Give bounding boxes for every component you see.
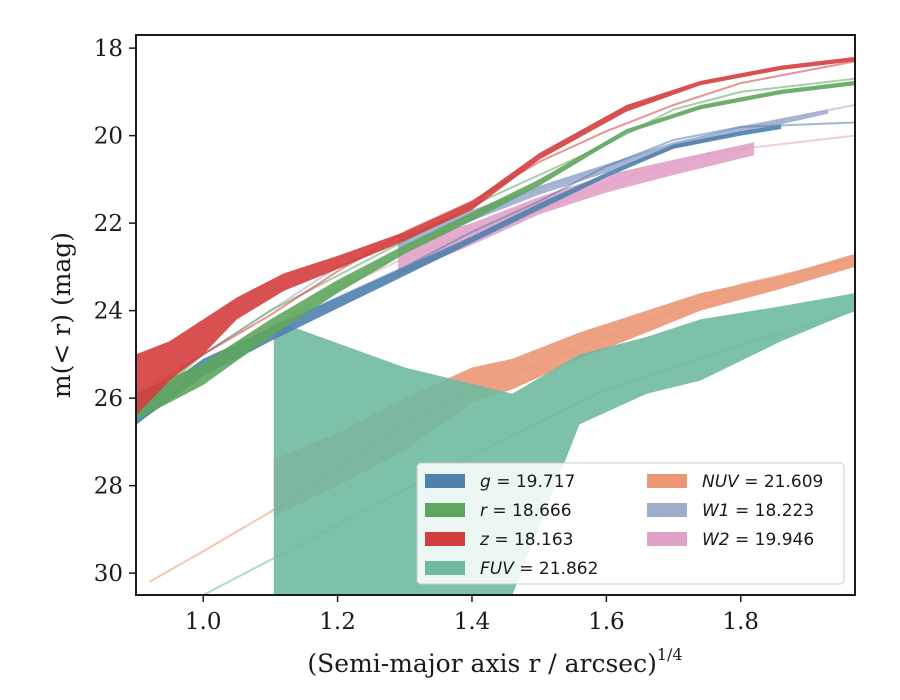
legend-label-g: g = 19.717	[480, 472, 575, 492]
axes: 1.0 1.2 1.4 1.6 1.8 18 20 22 24 26 28 30	[94, 36, 759, 635]
legend-swatch-r	[425, 503, 465, 517]
band-nuv	[273, 253, 855, 517]
y-tick-label: 24	[94, 299, 123, 325]
x-axis-title: (Semi-major axis r / arcsec)1/4	[307, 645, 682, 678]
legend-label-z: z = 18.163	[479, 530, 573, 550]
legend-label-fuv: FUV = 21.862	[480, 559, 598, 579]
band-w2	[398, 142, 755, 276]
legend-label-w1: W1 = 18.223	[702, 501, 814, 521]
legend-frame	[416, 462, 845, 585]
x-tick-label: 1.8	[722, 609, 759, 635]
y-axis-title: m(< r) (mag)	[47, 232, 76, 398]
legend-swatch-w2	[647, 532, 687, 546]
legend-label-r: r = 18.666	[480, 501, 572, 521]
y-tick-label: 26	[94, 386, 123, 412]
legend-swatch-nuv	[647, 474, 687, 488]
x-tick-label: 1.4	[454, 609, 491, 635]
legend-swatch-z	[425, 532, 465, 546]
y-tick-label: 22	[94, 211, 123, 237]
legend-label-nuv: NUV = 21.609	[702, 472, 823, 492]
legend-swatch-w1	[647, 503, 687, 517]
legend-swatch-g	[425, 474, 465, 488]
legend-label-w2: W2 = 19.946	[702, 530, 814, 550]
y-tick-label: 28	[94, 474, 123, 500]
legend: g = 19.717 r = 18.666 z = 18.163 FUV = 21.8…	[416, 462, 845, 585]
y-tick-label: 30	[94, 561, 123, 587]
x-tick-label: 1.0	[185, 609, 222, 635]
y-tick-label: 20	[94, 124, 123, 150]
legend-swatch-fuv	[425, 561, 465, 575]
x-tick-label: 1.6	[588, 609, 625, 635]
band-w1	[398, 109, 829, 250]
plot-frame	[135, 34, 856, 596]
y-tick-label: 18	[94, 36, 123, 62]
x-tick-label: 1.2	[319, 609, 356, 635]
